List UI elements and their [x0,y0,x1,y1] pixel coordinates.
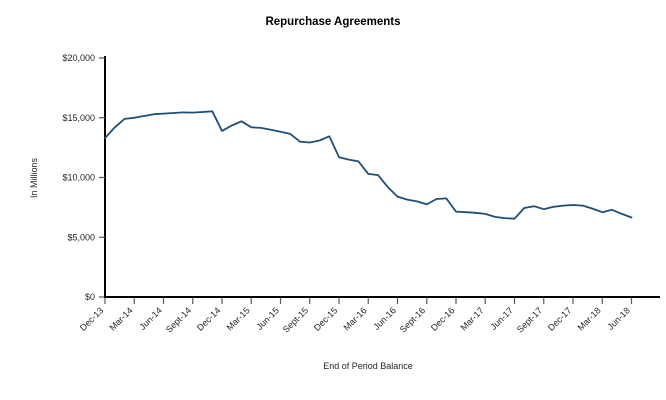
chart-title: Repurchase Agreements [265,16,400,28]
y-tick-label: $15,000 [62,113,95,123]
x-tick-label: Mar-18 [575,305,602,332]
y-tick-label: $5,000 [67,232,95,242]
x-tick-label: Jun-18 [605,305,632,332]
x-tick-label: Jun-15 [254,305,281,332]
x-tick-label: Mar-16 [341,305,368,332]
y-tick-label: $0 [85,292,95,302]
x-tick-label: Dec-17 [546,305,574,333]
x-tick-label: Sept-16 [398,305,427,334]
y-tick-label: $10,000 [62,173,95,183]
x-tick-label: Sept-14 [164,305,193,334]
x-tick-label: Dec-13 [78,305,106,333]
series-line-0 [104,110,633,220]
x-tick-label: Mar-14 [107,305,134,332]
x-tick-label: Sept-17 [515,305,544,334]
x-tick-label: Mar-17 [458,305,485,332]
y-axis: $0 $5,000 $10,000 $15,000 $20,000 [62,53,106,302]
series-lines [104,110,633,220]
x-axis: Dec-13 Mar-14 Jun-14 Sept-14 Dec-14 Mar-15 Jun… [78,296,660,335]
x-tick-label: Sept-15 [281,305,310,334]
x-tick-label: Dec-15 [312,305,340,333]
x-tick-label: Jun-16 [371,305,398,332]
x-tick-label: Jun-17 [488,305,515,332]
x-tick-label: Jun-14 [137,305,164,332]
y-tick-label: $20,000 [62,53,95,63]
x-tick-label: Dec-16 [429,305,457,333]
x-tick-label: Mar-15 [224,305,251,332]
x-axis-title: End of Period Balance [323,361,413,371]
y-axis-title: In Millions [29,157,39,198]
x-tick-label: Dec-14 [195,305,223,333]
